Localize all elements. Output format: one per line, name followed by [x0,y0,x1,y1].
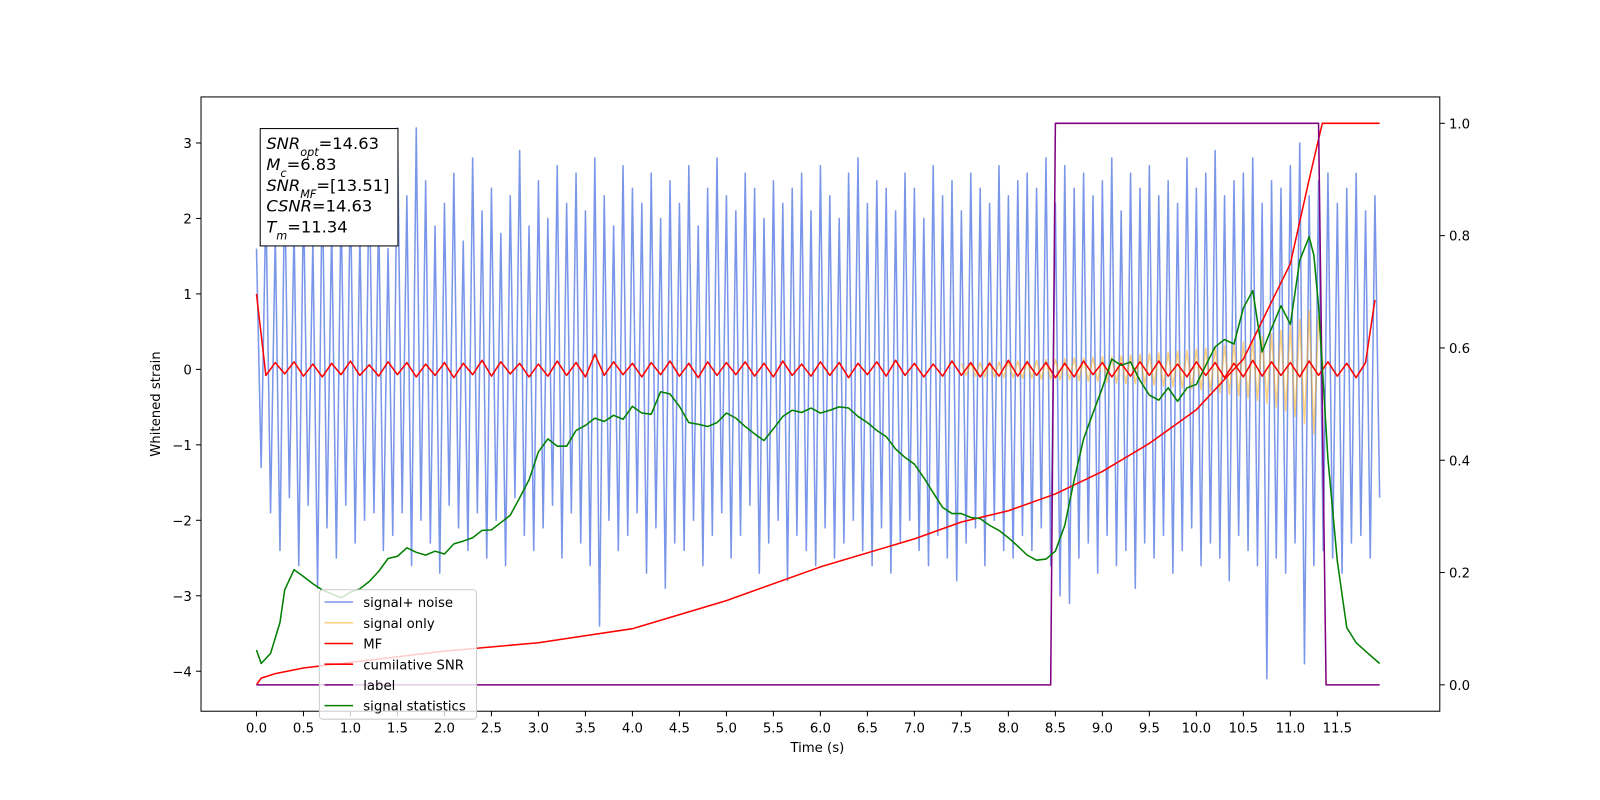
annotation-line: SNRMF=[13.51] [266,176,389,201]
y-tick-label: 1 [183,288,191,303]
annotation-value: =11.34 [287,218,347,237]
x-tick-label: 1.0 [340,722,361,737]
annotation-symbol: T [266,218,278,237]
x-tick-label: 1.5 [387,722,408,737]
legend-label: MF [363,638,382,653]
annotation-line: Tm=11.34 [266,218,347,243]
annotation-symbol: SNR [266,176,300,195]
x-tick-label: 10.5 [1229,722,1259,737]
x-tick-label: 5.0 [716,722,737,737]
y-axis-label: Whitened strain [149,351,164,456]
y-tick-label: 0 [183,363,191,378]
series-line [255,293,1376,379]
annotation-symbol: SNR [266,134,300,153]
annotation-line: Mc=6.83 [266,155,336,180]
legend-label: label [363,679,395,694]
x-tick-label: 0.0 [246,722,267,737]
annotation-symbol: CSNR [266,197,312,216]
y2-tick-label: 1.0 [1449,117,1470,132]
x-tick-label: 5.5 [763,722,784,737]
x-tick-label: 11.0 [1276,722,1306,737]
y-tick-label: −3 [172,590,192,605]
legend-label: signal+ noise [363,596,453,611]
legend-label: signal statistics [363,700,466,715]
annotation-value: =14.63 [312,197,372,216]
x-tick-label: 2.0 [434,722,455,737]
y-tick-label: 2 [183,213,191,228]
x-tick-label: 7.5 [951,722,972,737]
annotation-box: SNRopt=14.63Mc=6.83SNRMF=[13.51]CSNR=14.… [259,128,399,247]
y2-tick-label: 0.0 [1449,679,1470,694]
annotation-line: CSNR=14.63 [266,197,372,216]
y-tick-label: −4 [172,665,192,680]
annotation-subscript: m [276,229,287,242]
series-line [256,122,1380,686]
legend-label: cumilative SNR [363,658,464,673]
x-tick-label: 0.5 [293,722,314,737]
x-tick-label: 8.0 [998,722,1019,737]
x-tick-label: 10.0 [1182,722,1212,737]
x-tick-label: 7.0 [904,722,925,737]
annotation-subscript: c [280,166,287,179]
x-tick-label: 4.0 [622,722,643,737]
x-tick-label: 3.0 [528,722,549,737]
y-tick-label: −1 [172,439,192,454]
annotation-line: SNRopt=14.63 [266,134,379,159]
y-tick-label: 3 [183,137,191,152]
annotation-subscript: opt [300,145,319,158]
y2-tick-label: 0.8 [1449,230,1470,245]
x-axis-label: Time (s) [789,741,844,756]
x-tick-label: 2.5 [481,722,502,737]
annotation-value: =[13.51] [316,176,389,195]
x-tick-label: 8.5 [1045,722,1066,737]
legend-label: signal only [363,617,435,632]
y2-tick-label: 0.2 [1449,567,1470,582]
y2-tick-label: 0.4 [1449,454,1470,469]
x-tick-label: 9.0 [1092,722,1113,737]
annotation-value: =6.83 [287,155,337,174]
annotation-value: =14.63 [319,134,379,153]
annotation-frame [259,128,399,247]
x-tick-label: 9.5 [1139,722,1160,737]
x-tick-label: 6.5 [857,722,878,737]
annotation-subscript: MF [300,187,317,200]
x-tick-label: 6.0 [810,722,831,737]
axes: 0.0 0.5 1.0 1.5 2.0 2.5 3.0 3.5 4.0 4.5 5.0 5.5 6.0 6… [172,96,1470,737]
y2-tick-label: 0.6 [1449,342,1470,357]
series-line [255,235,1381,665]
x-tick-label: 11.5 [1323,722,1353,737]
annotation-symbol: M [266,155,280,174]
y-tick-label: −2 [172,514,192,529]
legend-frame [318,589,478,720]
x-tick-label: 4.5 [669,722,690,737]
legend: signal+ noise signal only MF cumilative SNR… [318,589,478,720]
x-tick-label: 3.5 [575,722,596,737]
